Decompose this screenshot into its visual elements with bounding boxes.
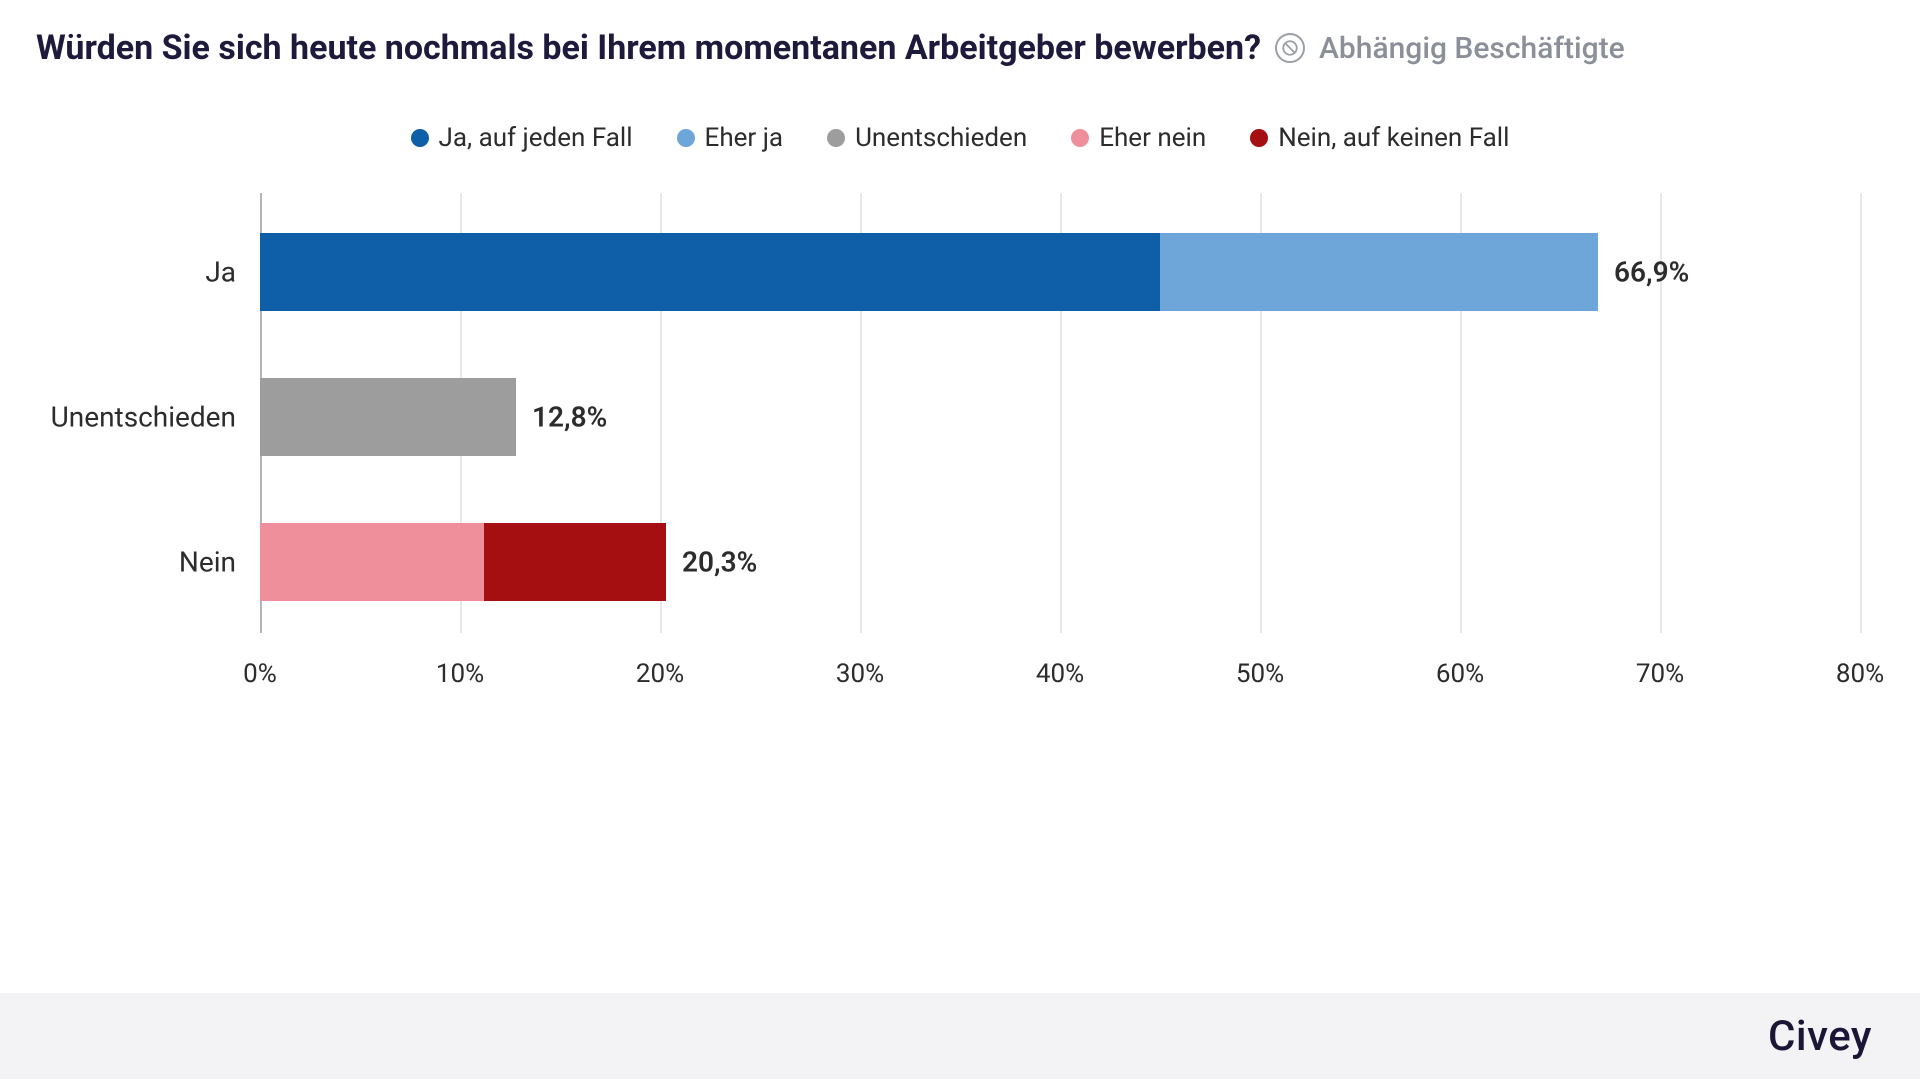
legend-label: Unentschieden <box>855 123 1027 153</box>
legend-dot <box>1250 129 1268 147</box>
bar-row: Ja66,9% <box>260 233 1860 311</box>
legend-label: Eher nein <box>1099 123 1206 153</box>
bar-value-label: 12,8% <box>532 401 607 434</box>
category-label: Ja <box>205 256 260 289</box>
bar-value-label: 66,9% <box>1614 256 1689 289</box>
legend-item: Eher nein <box>1071 123 1206 153</box>
legend-item: Ja, auf jeden Fall <box>411 123 633 153</box>
bar-segment <box>484 523 666 601</box>
legend-label: Eher ja <box>705 123 784 153</box>
grid-line <box>1860 193 1862 633</box>
x-tick-label: 60% <box>1436 659 1484 689</box>
category-label: Nein <box>179 546 260 579</box>
legend-label: Nein, auf keinen Fall <box>1278 123 1509 153</box>
x-tick-label: 20% <box>636 659 684 689</box>
bar-segments <box>260 523 666 601</box>
bar-row: Unentschieden12,8% <box>260 378 1860 456</box>
legend-item: Unentschieden <box>827 123 1027 153</box>
plot: 0%10%20%30%40%50%60%70%80%Ja66,9%Unentsc… <box>260 193 1860 653</box>
header: Würden Sie sich heute nochmals bei Ihrem… <box>0 0 1920 68</box>
x-tick-label: 50% <box>1236 659 1284 689</box>
brand-bar: Civey <box>0 993 1920 1079</box>
chart-area: 0%10%20%30%40%50%60%70%80%Ja66,9%Unentsc… <box>0 173 1920 977</box>
legend-label: Ja, auf jeden Fall <box>439 123 633 153</box>
category-label: Unentschieden <box>51 401 260 434</box>
legend-dot <box>827 129 845 147</box>
filter-label: Abhängig Beschäftigte <box>1319 31 1625 66</box>
chart-container: Würden Sie sich heute nochmals bei Ihrem… <box>0 0 1920 1079</box>
x-tick-label: 30% <box>836 659 884 689</box>
x-tick-label: 70% <box>1636 659 1684 689</box>
chart-title: Würden Sie sich heute nochmals bei Ihrem… <box>36 28 1261 68</box>
legend-dot <box>411 129 429 147</box>
filter-icon <box>1275 33 1305 63</box>
bar-segment <box>260 233 1160 311</box>
bar-segment <box>1160 233 1598 311</box>
legend: Ja, auf jeden Fall Eher ja Unentschieden Eh… <box>0 68 1920 173</box>
bar-row: Nein20,3% <box>260 523 1860 601</box>
x-tick-label: 10% <box>436 659 484 689</box>
bar-segment <box>260 378 516 456</box>
legend-dot <box>1071 129 1089 147</box>
x-tick-label: 40% <box>1036 659 1084 689</box>
bar-segments <box>260 233 1598 311</box>
legend-item: Nein, auf keinen Fall <box>1250 123 1509 153</box>
brand-logo: Civey <box>1768 1012 1872 1061</box>
bar-segments <box>260 378 516 456</box>
x-tick-label: 80% <box>1836 659 1884 689</box>
bar-segment <box>260 523 484 601</box>
bar-value-label: 20,3% <box>682 546 757 579</box>
x-tick-label: 0% <box>243 659 277 689</box>
legend-item: Eher ja <box>677 123 784 153</box>
legend-dot <box>677 129 695 147</box>
